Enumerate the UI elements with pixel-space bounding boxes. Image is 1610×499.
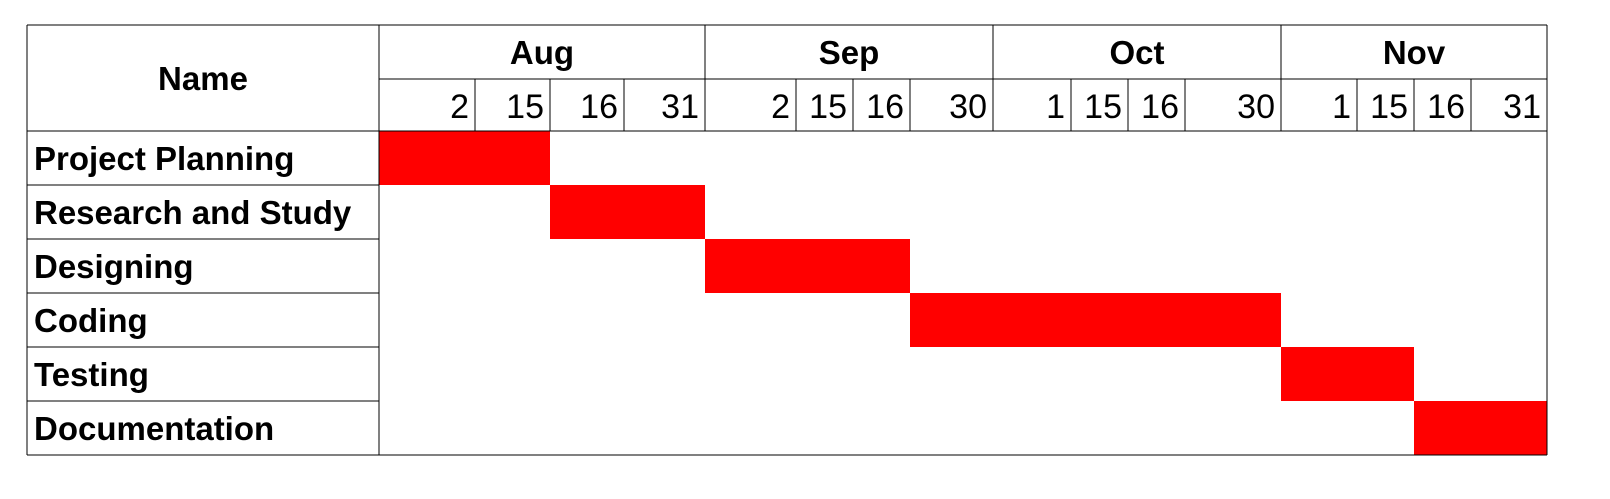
day-tick-label: 1 xyxy=(1332,88,1351,126)
task-bar xyxy=(1281,347,1414,401)
table-text: Name Aug 2 15 16 31 Sep 2 15 16 30 Oct 1 15 16 30 Nov 1 15… xyxy=(34,34,1541,447)
day-tick-label: 31 xyxy=(661,88,699,126)
day-tick-label: 15 xyxy=(506,88,544,126)
task-bar xyxy=(379,131,550,185)
day-tick-label: 16 xyxy=(1141,88,1179,126)
day-tick-label: 30 xyxy=(949,88,987,126)
task-name: Testing xyxy=(34,356,149,393)
month-label: Aug xyxy=(510,34,574,71)
day-tick-label: 31 xyxy=(1503,88,1541,126)
day-tick-label: 15 xyxy=(1370,88,1408,126)
task-name: Research and Study xyxy=(34,194,352,231)
day-tick-label: 2 xyxy=(771,88,790,126)
day-tick-label: 15 xyxy=(1084,88,1122,126)
name-header: Name xyxy=(158,60,248,97)
task-name: Documentation xyxy=(34,410,274,447)
table-grid xyxy=(26,24,1548,456)
month-label: Oct xyxy=(1109,34,1164,71)
day-tick-label: 1 xyxy=(1046,88,1065,126)
task-name: Project Planning xyxy=(34,140,294,177)
day-tick-label: 16 xyxy=(1427,88,1465,126)
task-bar xyxy=(550,185,705,239)
day-tick-label: 2 xyxy=(450,88,469,126)
day-tick-label: 30 xyxy=(1237,88,1275,126)
task-bar xyxy=(910,293,1281,347)
month-label: Sep xyxy=(819,34,880,71)
day-tick-label: 16 xyxy=(866,88,904,126)
task-bar xyxy=(1414,401,1547,455)
task-name: Coding xyxy=(34,302,148,339)
day-tick-label: 15 xyxy=(809,88,847,126)
day-tick-label: 16 xyxy=(580,88,618,126)
task-bars xyxy=(379,131,1547,455)
task-name: Designing xyxy=(34,248,194,285)
month-label: Nov xyxy=(1383,34,1446,71)
task-bar xyxy=(705,239,910,293)
